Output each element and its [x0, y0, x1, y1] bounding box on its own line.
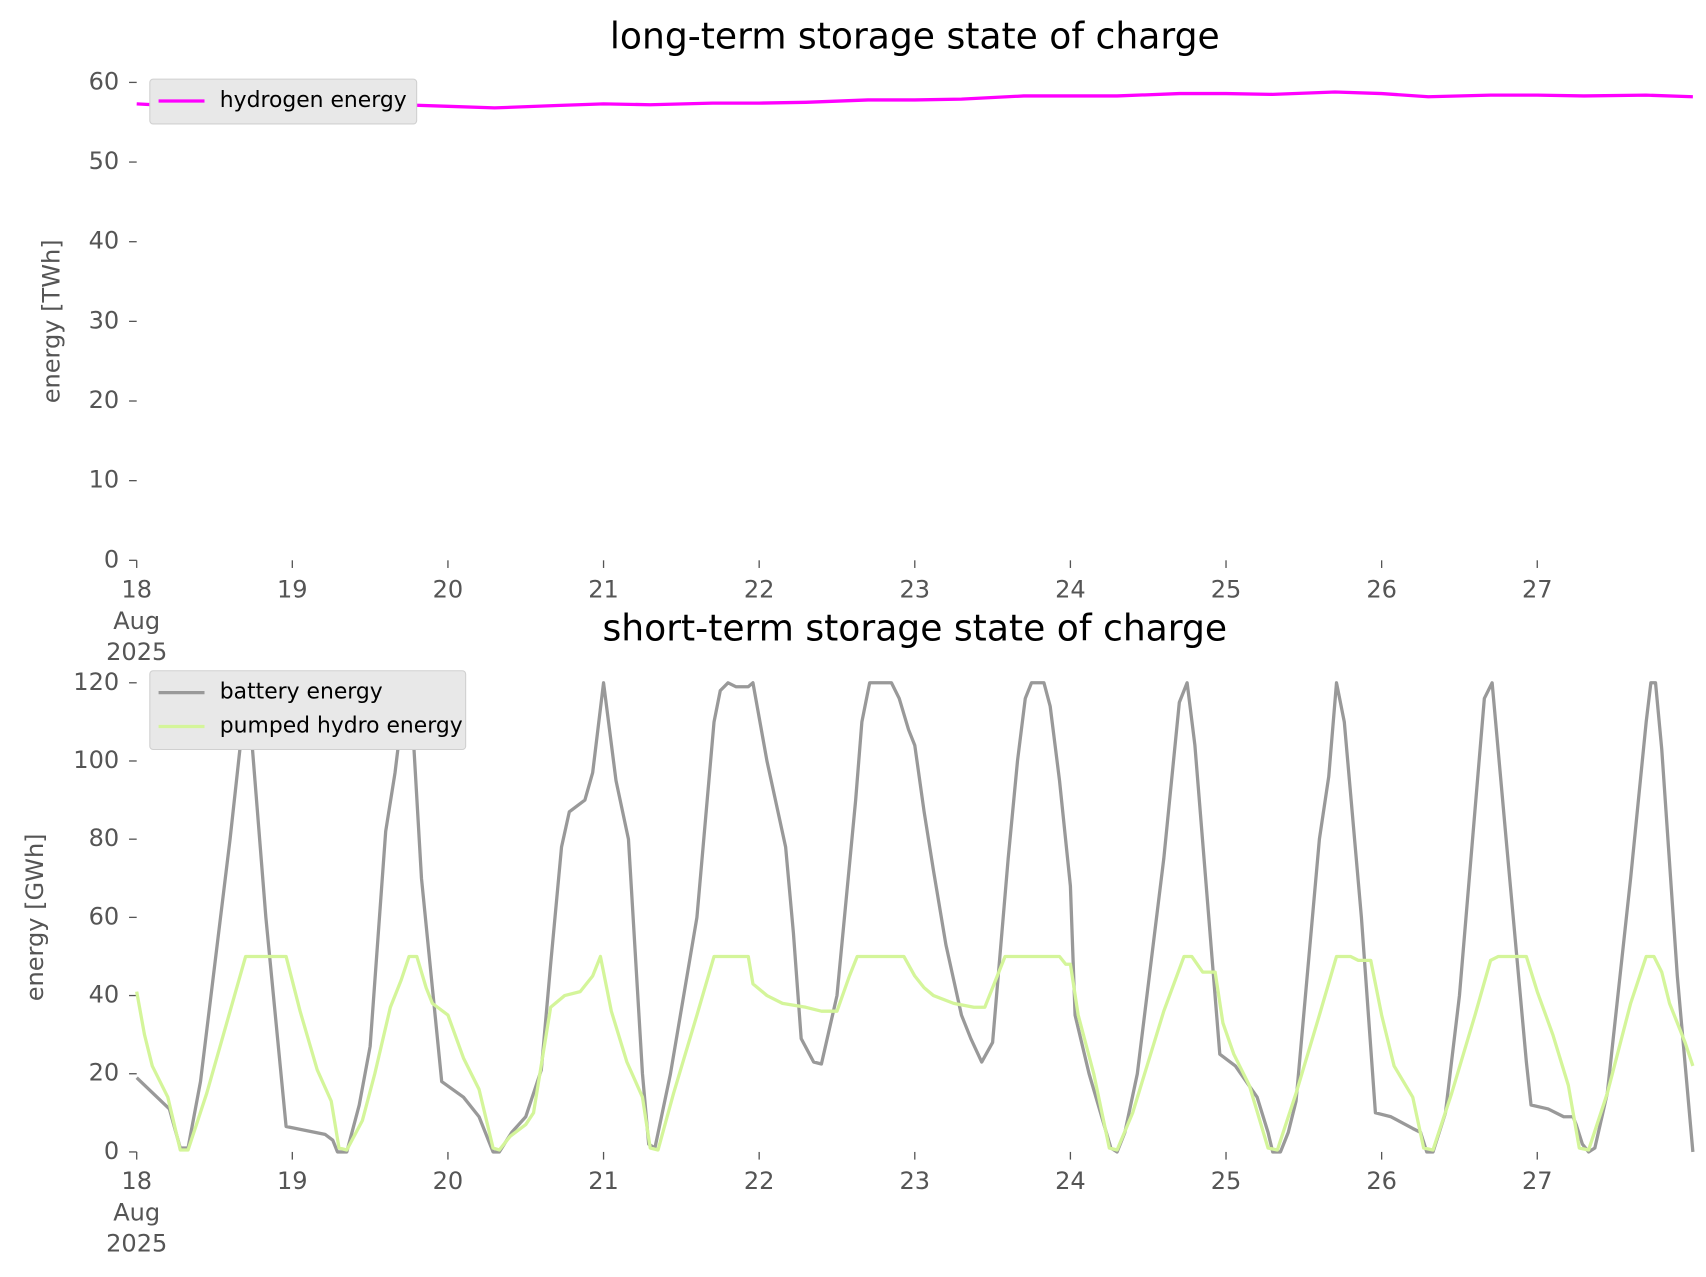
x-tick-label: 24	[1055, 1167, 1086, 1195]
y-tick-label: 40	[89, 981, 120, 1009]
x-tick-label: 20	[433, 575, 464, 603]
x-tick-label: 22	[744, 1167, 775, 1195]
legend-label: hydrogen energy	[220, 88, 407, 113]
x-tick-label: 19	[277, 1167, 308, 1195]
x-tick-label: 23	[899, 575, 930, 603]
legend-label: battery energy	[220, 680, 383, 705]
y-tick-label: 50	[89, 147, 120, 175]
legend-box	[149, 78, 418, 125]
y-axis-label: energy [TWh]	[37, 239, 65, 403]
x-tick-label: 21	[588, 1167, 619, 1195]
x-tick-label: 25	[1211, 575, 1242, 603]
x-tick-label: 26	[1366, 575, 1397, 603]
y-axis-label: energy [GWh]	[21, 833, 49, 1001]
y-tick-label: 80	[89, 824, 120, 852]
x-tick-label: 18 Aug 2025	[106, 575, 167, 666]
series-line	[135, 681, 1695, 1154]
chart-title: short-term storage state of charge	[602, 607, 1227, 649]
y-tick-label: 120	[73, 668, 119, 696]
x-tick-label: 22	[744, 575, 775, 603]
y-tick-label: 100	[73, 746, 119, 774]
x-tick-label: 23	[899, 1167, 930, 1195]
x-tick-label: 21	[588, 575, 619, 603]
x-tick-label: 27	[1522, 575, 1553, 603]
x-tick-label: 20	[433, 1167, 464, 1195]
y-tick-label: 0	[104, 545, 119, 573]
legend: battery energy pumped hydro energy	[149, 670, 467, 751]
y-tick-label: 60	[89, 902, 120, 930]
x-tick-label: 24	[1055, 575, 1086, 603]
x-tick-label: 18 Aug 2025	[106, 1167, 167, 1258]
chart-title: long-term storage state of charge	[610, 16, 1220, 58]
y-tick-label: 10	[89, 466, 120, 494]
legend: hydrogen energy	[149, 78, 418, 125]
x-tick-label: 26	[1366, 1167, 1397, 1195]
legend-box	[149, 670, 467, 751]
y-tick-label: 30	[89, 306, 120, 334]
y-tick-label: 60	[89, 67, 120, 95]
y-tick-label: 0	[104, 1137, 119, 1165]
x-tick-label: 25	[1211, 1167, 1242, 1195]
series-line	[135, 954, 1695, 1152]
legend-label: pumped hydro energy	[220, 714, 463, 739]
x-tick-label: 19	[277, 575, 308, 603]
series-line	[136, 90, 1693, 110]
x-tick-label: 27	[1522, 1167, 1553, 1195]
y-tick-label: 20	[89, 1059, 120, 1087]
y-tick-label: 20	[89, 386, 120, 414]
y-tick-label: 40	[89, 227, 120, 255]
